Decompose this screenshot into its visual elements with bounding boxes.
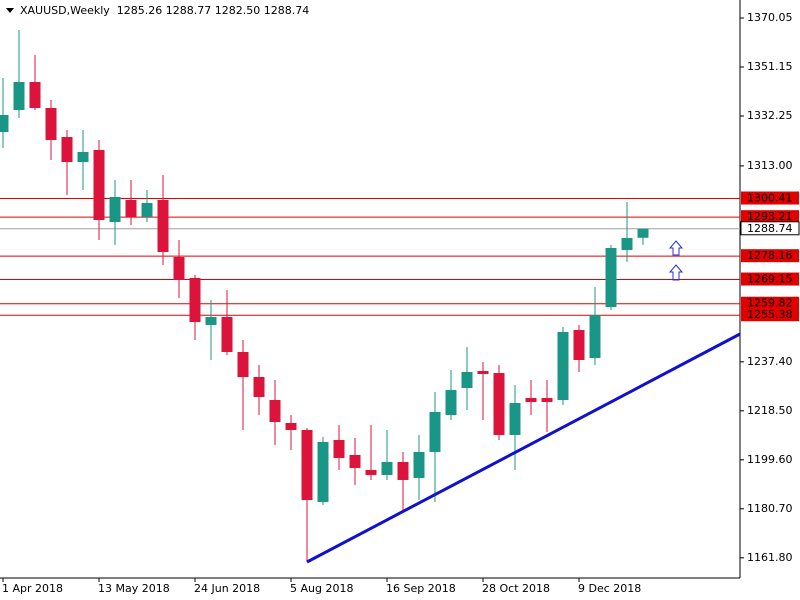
candle-body [493,373,505,435]
level-label-box [741,191,799,205]
y-tick-label: 1199.60 [747,453,793,466]
bid-label-box [740,221,800,236]
candle-body [253,376,265,397]
candle-body [605,247,617,307]
y-tick-label: 1370.05 [747,11,793,24]
y-tick-label: 1161.80 [747,551,793,564]
candle-body [589,314,601,358]
candle-body [125,199,137,217]
symbol-menu-arrow[interactable] [6,8,14,13]
candle-body [29,82,41,109]
level-label: 1293.21 [747,210,793,223]
level-label: 1278.16 [747,249,793,262]
candle-body [189,277,201,322]
level-label-box [741,308,799,322]
y-tick-label: 1351.15 [747,60,793,73]
candle-body [525,397,537,402]
candle-body [461,371,473,388]
y-tick-label: 1313.00 [747,159,793,172]
candle-body [317,441,329,502]
y-tick-label: 1332.25 [747,109,793,122]
candle-body [237,351,249,377]
candle-body [381,461,393,475]
level-label: 1255.38 [747,308,793,321]
candle-body [141,202,153,217]
candle-body [221,316,233,352]
candle-body [365,469,377,475]
candle-body [285,422,297,430]
y-tick-label: 1180.70 [747,502,793,515]
x-tick-label: 9 Dec 2018 [578,582,641,595]
candle-body [429,411,441,452]
plot: 1370.05 1351.15 1332.25 1313.00 1237.40 1218.… [0,11,800,595]
trendline[interactable] [306,332,741,564]
x-tick-label: 13 May 2018 [98,582,170,595]
candle-body [93,149,105,221]
candle-body [541,397,553,402]
candle-body [477,370,489,374]
candle-body [109,196,121,222]
candle-body [349,454,361,468]
candle-body [0,115,9,133]
level-label-box [741,249,799,263]
x-tick-label: 5 Aug 2018 [290,582,353,595]
candle-body [61,136,73,162]
candle-body [637,228,649,238]
chart-title: XAUUSD,Weekly 1285.26 1288.77 1282.50 12… [20,4,309,17]
x-tick-label: 28 Oct 2018 [482,582,550,595]
candle-body [301,429,313,500]
level-label-box [741,272,799,286]
candle-body [413,451,425,478]
candle-body [397,461,409,480]
level-label-box [741,296,799,310]
candle-body [621,237,633,250]
candle-body [557,331,569,400]
level-label: 1269.15 [747,273,793,286]
candle-body [509,402,521,435]
buy-arrow[interactable] [668,240,684,256]
y-tick-label: 1218.50 [747,404,793,417]
candle-body [269,399,281,422]
candle-body [205,316,217,325]
candle-body [445,389,457,415]
bid-label: 1288.74 [747,222,793,235]
candle-body [45,108,57,140]
x-tick-label: 24 Jun 2018 [194,582,260,595]
level-label-box [741,210,799,224]
level-label: 1259.82 [747,297,793,310]
candle-body [77,151,89,162]
buy-arrow[interactable] [668,264,684,281]
y-tick-label: 1237.40 [747,355,793,368]
candle-body [157,199,169,252]
candle-body [13,82,25,111]
candle-body [333,439,345,458]
x-tick-label: 16 Sep 2018 [386,582,456,595]
candle-body [173,256,185,280]
level-label: 1300.41 [747,192,793,205]
candle-body [573,329,585,360]
x-tick-label: 1 Apr 2018 [2,582,63,595]
